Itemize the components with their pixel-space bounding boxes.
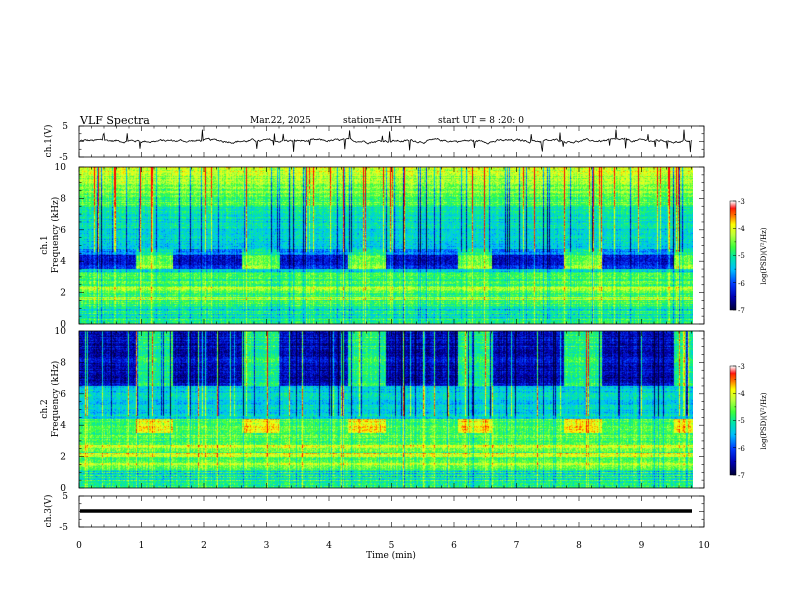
ch1-freq-tick-2: 2: [60, 289, 66, 299]
ch2-spectrogram-ylabel-frequency: Frequency (kHz): [50, 361, 61, 438]
ch2-colorbar-ticks: [733, 365, 736, 476]
ch1-colorbar-tick-m6: -6: [738, 280, 745, 288]
start-time-label: start UT = 8 :20: 0: [438, 116, 524, 126]
ch1-colorbar-tick-m4: -4: [738, 225, 745, 233]
ch1-spectrogram-ylabel-channel: ch.1: [40, 235, 50, 254]
ch3-waveform-ylabel: ch.3(V): [43, 495, 54, 528]
ch1-freq-tick-6: 6: [60, 226, 66, 236]
ch3-waveform-panel: 5 -5 ch.3(V): [43, 492, 705, 533]
ch3-ytick-bottom: -5: [59, 523, 68, 533]
ch1-freq-tick-0: 0: [60, 320, 66, 330]
time-tick-2: 2: [201, 541, 207, 551]
ch2-colorbar-tick-m3: -3: [738, 363, 745, 371]
time-tick-3: 3: [264, 541, 270, 551]
ch2-freq-tick-8: 8: [60, 358, 66, 368]
ch2-freq-tick-0: 0: [60, 484, 66, 494]
time-tick-5: 5: [389, 541, 395, 551]
ch1-colorbar-tick-m3: -3: [738, 198, 745, 206]
ch1-freq-tick-4: 4: [60, 257, 66, 267]
ch1-waveform-panel: 5 -5 ch.1(V): [43, 122, 705, 163]
ch1-spectrogram-image: [79, 167, 693, 324]
ch1-colorbar-ticks: [733, 200, 736, 311]
ch2-spectrogram-ticks: [78, 330, 705, 489]
time-tick-0: 0: [76, 541, 82, 551]
ch1-colorbar-label: log(PSD)(V²/Hz): [760, 227, 768, 284]
ch2-spectrogram-panel: 0 2 4 6 8 10 ch.2 Frequency (kHz) -3 -4 …: [40, 327, 768, 494]
ch2-freq-tick-4: 4: [60, 421, 66, 431]
ch2-spectrogram-ylabel-channel: ch.2: [40, 399, 50, 418]
ch2-colorbar-tick-m7: -7: [738, 472, 745, 480]
time-tick-1: 1: [139, 541, 145, 551]
ch1-freq-tick-10: 10: [55, 163, 67, 173]
ch1-spectrogram-ticks: [78, 166, 705, 325]
ch1-waveform-ticks: [78, 125, 705, 158]
time-axis-tick-labels: 0 1 2 3 4 5 6 7 8 9 10: [76, 541, 710, 551]
ch1-spectrogram-ylabel-frequency: Frequency (kHz): [50, 197, 61, 274]
time-tick-4: 4: [326, 541, 332, 551]
date-label: Mar.22, 2025: [250, 116, 311, 126]
ch1-ytick-bottom: -5: [59, 153, 68, 163]
ch3-ytick-top: 5: [62, 492, 68, 502]
figure-title: VLF Spectra: [79, 114, 150, 127]
ch1-spectrogram-panel: 0 2 4 6 8 10 ch.1 Frequency (kHz) -3 -4 …: [40, 163, 768, 330]
time-tick-9: 9: [639, 541, 645, 551]
time-tick-10: 10: [698, 541, 710, 551]
time-tick-6: 6: [451, 541, 457, 551]
ch3-waveform-ticks: [78, 495, 705, 528]
ch2-colorbar-tick-m6: -6: [738, 445, 745, 453]
ch2-colorbar-label: log(PSD)(V²/Hz): [760, 392, 768, 449]
ch2-freq-tick-2: 2: [60, 453, 66, 463]
station-label: station=ATH: [343, 116, 402, 126]
time-tick-8: 8: [576, 541, 582, 551]
ch1-waveform-ylabel: ch.1(V): [43, 125, 54, 158]
time-tick-7: 7: [514, 541, 520, 551]
ch2-colorbar-tick-m5: -5: [738, 417, 745, 425]
ch2-freq-tick-10: 10: [55, 327, 67, 337]
ch1-colorbar-tick-m7: -7: [738, 307, 745, 315]
ch1-colorbar-tick-m5: -5: [738, 252, 745, 260]
ch1-freq-tick-8: 8: [60, 194, 66, 204]
ch2-freq-tick-6: 6: [60, 390, 66, 400]
ch2-spectrogram-image: [79, 331, 693, 488]
ch1-waveform-trace: [79, 129, 693, 153]
time-axis-label: Time (min): [366, 550, 416, 561]
ch1-ytick-top: 5: [62, 122, 68, 132]
ch2-colorbar-tick-m4: -4: [738, 390, 745, 398]
